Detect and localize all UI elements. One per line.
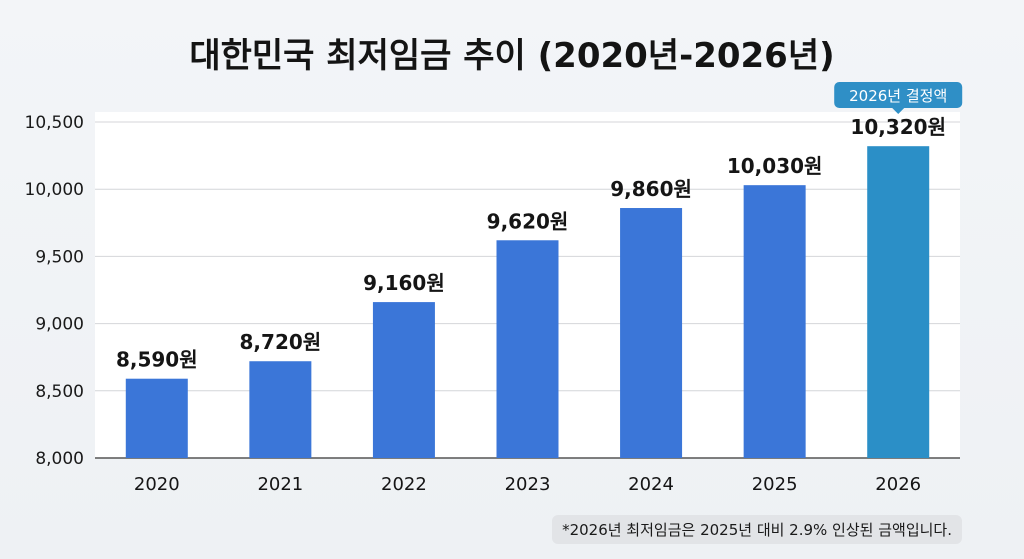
- y-tick-label: 10,000: [25, 180, 84, 200]
- annotation-pointer: [892, 108, 905, 114]
- bar-2021: [249, 361, 312, 458]
- annotation-text: 2026년 결정액: [849, 87, 947, 105]
- data-label: 10,030원: [727, 154, 823, 178]
- data-label: 9,160원: [363, 271, 445, 295]
- x-tick-label: 2020: [134, 474, 180, 495]
- data-label: 8,590원: [116, 348, 198, 372]
- bar-2024: [620, 208, 683, 458]
- data-label: 10,320원: [850, 115, 946, 139]
- x-tick-label: 2025: [752, 474, 798, 495]
- bar-2022: [372, 302, 435, 458]
- y-tick-label: 8,000: [35, 449, 84, 469]
- chart-title: 대한민국 최저임금 추이 (2020년-2026년): [189, 36, 835, 76]
- bar-2025: [743, 185, 806, 458]
- bar-2023: [496, 240, 559, 458]
- x-tick-label: 2022: [381, 474, 427, 495]
- bar-2026: [867, 146, 930, 458]
- x-tick-label: 2023: [505, 474, 551, 495]
- x-tick-label: 2021: [257, 474, 303, 495]
- footnote: *2026년 최저임금은 2025년 대비 2.9% 인상된 금액입니다.: [552, 515, 962, 544]
- x-tick-label: 2026: [875, 474, 921, 495]
- y-tick-label: 9,500: [35, 247, 84, 267]
- data-label: 8,720원: [240, 330, 322, 354]
- data-label: 9,860원: [610, 177, 692, 201]
- bar-2020: [125, 378, 188, 458]
- data-label: 9,620원: [487, 209, 569, 233]
- y-tick-label: 9,000: [35, 315, 84, 335]
- annotation-badge: [834, 82, 963, 108]
- x-tick-label: 2024: [628, 474, 674, 495]
- y-tick-label: 8,500: [35, 382, 84, 402]
- y-tick-label: 10,500: [25, 113, 84, 133]
